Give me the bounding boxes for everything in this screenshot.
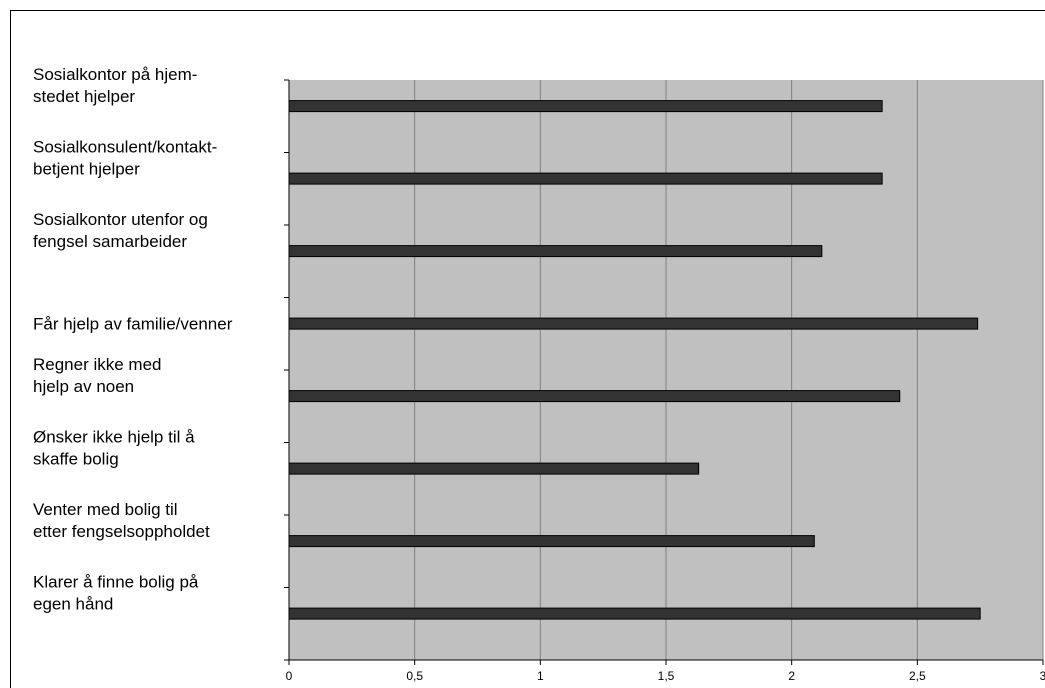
bar [288, 390, 901, 403]
x-tick-label: 3 [1040, 669, 1045, 683]
x-tick-label: 2 [788, 669, 795, 683]
category-label: Sosialkonsulent/kontakt- [33, 138, 217, 157]
category-label: hjelp av noen [33, 377, 134, 396]
bar [288, 607, 981, 620]
category-label: Sosialkontor utenfor og [33, 210, 208, 229]
x-tick-label: 2,5 [909, 669, 926, 683]
x-tick-label: 1 [537, 669, 544, 683]
tick-labels: 0 0,5 1 1,5 2 2,5 3 [286, 669, 1045, 683]
category-label: Sosialkontor på hjem- [33, 65, 197, 84]
bar [288, 100, 883, 113]
category-label: etter fengselsoppholdet [33, 522, 210, 541]
axes [284, 79, 1044, 665]
bar [288, 172, 883, 185]
category-labels: Sosialkontor på hjem-stedet hjelper Sosia… [33, 65, 233, 614]
category-label: Regner ikke med [33, 355, 162, 374]
category-label: Ønsker ikke hjelp til å [33, 428, 195, 447]
bar [288, 245, 823, 258]
category-label: Venter med bolig til [33, 500, 178, 519]
category-label: fengsel samarbeider [33, 232, 187, 251]
category-label: egen hånd [33, 595, 113, 614]
bar [288, 462, 700, 475]
bars [288, 100, 981, 620]
category-label: skaffe bolig [33, 450, 119, 469]
bar [288, 317, 979, 330]
category-label: stedet hjelper [33, 87, 135, 106]
category-label: Får hjelp av familie/venner [33, 315, 233, 334]
category-label: Klarer å finne bolig på [33, 573, 199, 592]
x-tick-label: 0 [286, 669, 293, 683]
bar [288, 535, 815, 548]
category-label: betjent hjelper [33, 160, 140, 179]
x-tick-label: 1,5 [658, 669, 675, 683]
x-tick-label: 0,5 [406, 669, 423, 683]
